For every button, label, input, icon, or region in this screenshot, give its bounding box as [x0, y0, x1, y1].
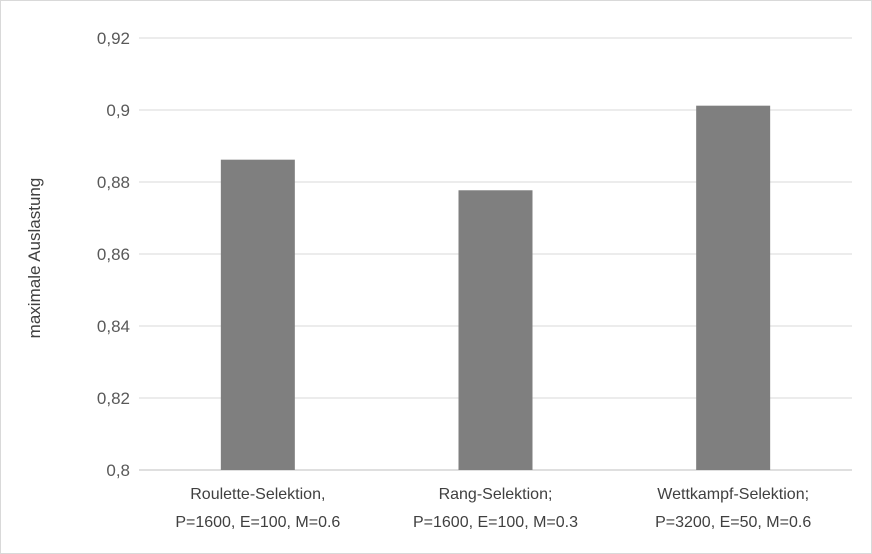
category-label: Wettkampf-Selektion; P=3200, E=50, M=0.6 — [655, 486, 811, 531]
y-tick-label: 0,82 — [97, 389, 130, 408]
category-label: Rang-Selektion; P=1600, E=100, M=0.3 — [413, 486, 578, 531]
y-tick-label: 0,9 — [106, 101, 130, 120]
category-labels: Roulette-Selektion, P=1600, E=100, M=0.6 R… — [175, 486, 811, 531]
y-tick-label: 0,84 — [97, 317, 130, 336]
bar — [696, 105, 771, 471]
y-tick-label: 0,88 — [97, 173, 130, 192]
y-tick-labels: 0,8 0,82 0,84 0,86 0,88 0,9 0,92 — [97, 29, 130, 480]
y-tick-label: 0,8 — [106, 461, 130, 480]
y-axis-title: maximale Auslastung — [25, 178, 44, 339]
bars — [220, 105, 771, 471]
y-tick-label: 0,86 — [97, 245, 130, 264]
bar — [458, 190, 533, 470]
y-tick-label: 0,92 — [97, 29, 130, 48]
category-label: Roulette-Selektion, P=1600, E=100, M=0.6 — [175, 486, 340, 531]
bar — [220, 159, 295, 470]
